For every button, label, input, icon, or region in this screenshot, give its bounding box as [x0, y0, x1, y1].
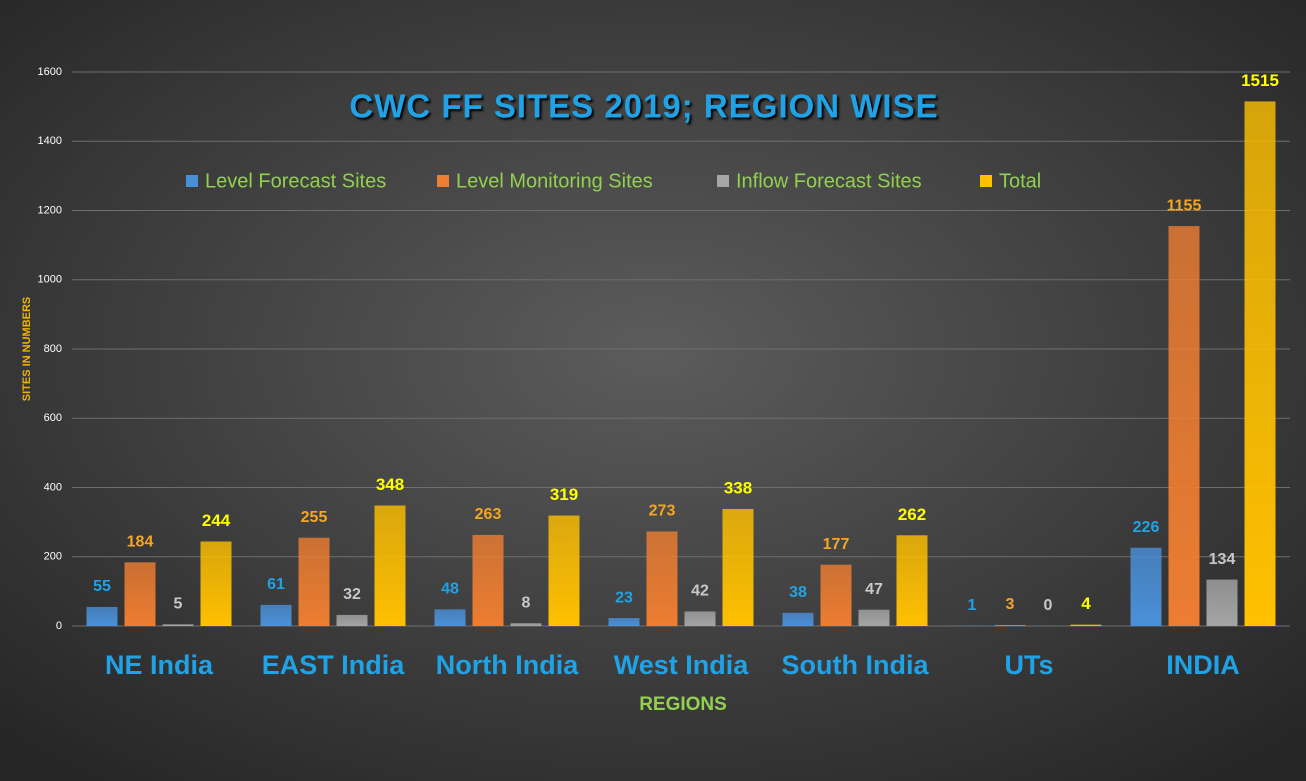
data-label: 1155: [1167, 197, 1202, 214]
bar: [260, 604, 292, 626]
bar: [200, 541, 232, 626]
chart-title: CWC FF SITES 2019; REGION WISE: [349, 88, 938, 125]
y-axis-title: SITES IN NUMBERS: [21, 297, 33, 402]
bar: [472, 534, 504, 626]
bar: [548, 515, 580, 626]
bar: [1070, 624, 1102, 626]
x-tick-label: West India: [614, 650, 750, 680]
legend-swatch: [186, 175, 198, 187]
bar: [1168, 226, 1200, 627]
data-label: 255: [301, 509, 328, 526]
x-tick-label: North India: [436, 650, 579, 680]
data-label: 177: [823, 536, 850, 553]
data-label: 1: [968, 597, 977, 614]
bar: [1244, 101, 1276, 626]
data-label: 134: [1209, 551, 1236, 568]
y-tick-label: 1600: [38, 66, 62, 78]
data-label: 47: [865, 581, 883, 598]
bar: [510, 623, 542, 626]
data-label: 226: [1133, 519, 1160, 536]
bar: [374, 505, 406, 626]
x-tick-label: EAST India: [262, 650, 405, 680]
bar: [858, 609, 890, 626]
x-tick-label: UTs: [1004, 650, 1053, 680]
data-label: 263: [475, 506, 502, 523]
bar: [994, 624, 1026, 626]
legend-label: Inflow Forecast Sites: [736, 170, 922, 192]
data-label: 273: [649, 503, 676, 520]
y-tick-label: 0: [56, 620, 62, 632]
y-tick-label: 1000: [38, 274, 62, 286]
data-label: 244: [202, 511, 231, 530]
bar: [722, 508, 754, 626]
bar: [684, 611, 716, 626]
bar: [608, 618, 640, 626]
bar: [124, 562, 156, 626]
bar: [162, 624, 194, 626]
data-label: 38: [789, 584, 807, 601]
bar: [434, 609, 466, 626]
data-label: 23: [615, 589, 633, 606]
legend-label: Level Forecast Sites: [205, 170, 386, 192]
data-label: 32: [343, 586, 361, 603]
bar: [896, 535, 928, 626]
legend-swatch: [437, 175, 449, 187]
y-tick-label: 200: [44, 551, 62, 563]
bar: [298, 537, 330, 626]
bar: [646, 531, 678, 626]
data-label: 55: [93, 578, 111, 595]
data-label: 338: [724, 478, 752, 497]
bar: [86, 606, 118, 626]
data-label: 42: [691, 583, 709, 600]
data-label: 61: [267, 576, 285, 593]
data-label: 1515: [1241, 71, 1279, 90]
data-label: 319: [550, 485, 578, 504]
data-label: 348: [376, 475, 404, 494]
bar: [1206, 579, 1238, 626]
bar: [1130, 547, 1162, 626]
data-label: 5: [174, 595, 183, 612]
legend-label: Total: [999, 170, 1041, 192]
data-label: 3: [1006, 596, 1015, 613]
data-label: 184: [127, 534, 154, 551]
x-tick-label: South India: [782, 650, 930, 680]
data-label: 0: [1044, 597, 1053, 614]
x-axis-title: REGIONS: [639, 694, 727, 715]
data-label: 48: [441, 581, 459, 598]
y-tick-label: 800: [44, 343, 62, 355]
legend-swatch: [980, 175, 992, 187]
legend-label: Level Monitoring Sites: [456, 170, 653, 192]
y-tick-label: 1200: [38, 204, 62, 216]
legend-swatch: [717, 175, 729, 187]
y-tick-label: 400: [44, 481, 62, 493]
y-tick-label: 600: [44, 412, 62, 424]
bar: [820, 564, 852, 626]
x-tick-label: NE India: [105, 650, 214, 680]
data-label: 262: [898, 505, 926, 524]
x-tick-label: INDIA: [1166, 650, 1240, 680]
data-label: 8: [522, 594, 531, 611]
bar: [782, 612, 814, 626]
y-tick-label: 1400: [38, 135, 62, 147]
bar: [336, 614, 368, 626]
data-label: 4: [1081, 594, 1091, 613]
